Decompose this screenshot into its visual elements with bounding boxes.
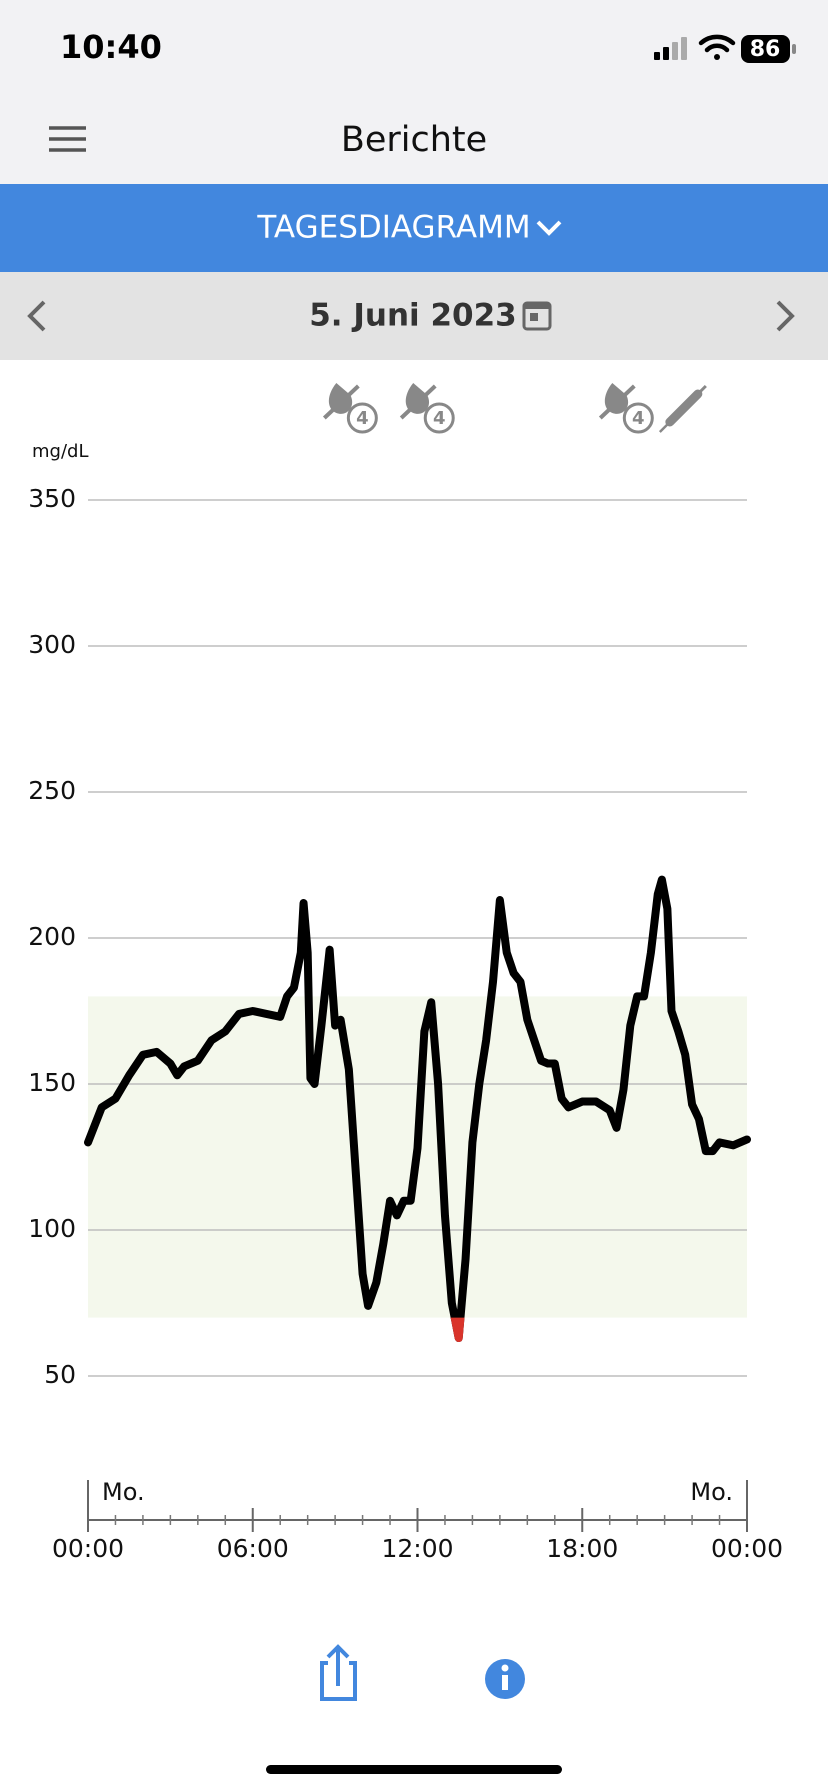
signal-icon [654,37,687,60]
clock: 10:40 [60,28,162,66]
tab-label[interactable]: TAGESDIAGRAMM [256,210,530,246]
syringe-body [665,389,703,427]
tab-selector[interactable] [0,184,828,272]
y-tick-label: 100 [28,1214,76,1243]
event-badge [346,402,378,434]
top-bar [0,0,828,184]
battery-level: 86 [750,37,781,62]
event-pen [399,384,437,420]
y-tick-label: 50 [44,1360,76,1389]
home-indicator [266,1765,562,1774]
glucose-line [84,875,751,1343]
page-title: Berichte [341,120,487,160]
info-button[interactable] [485,1659,525,1699]
x-tick-label: 00:00 [52,1534,124,1563]
event-icon: 4 [322,383,378,434]
event-icon [658,384,707,433]
event-icon: 4 [598,383,654,434]
date-label: 5. Juni 2023 [309,298,517,334]
y-tick-label: 350 [28,484,76,513]
x-tick-label: 06:00 [217,1534,289,1563]
wifi-icon [698,34,736,60]
event-count: 4 [356,408,369,429]
y-tick-label: 300 [28,630,76,659]
date-bar [0,272,828,360]
x-tick-label: 18:00 [546,1534,618,1563]
y-axis-label: mg/dL [32,441,88,462]
event-count: 4 [433,408,446,429]
event-badge [423,402,455,434]
event-badge [622,402,654,434]
y-tick-label: 250 [28,776,76,805]
prev-day[interactable] [27,300,46,332]
syringe-needle [658,421,671,433]
battery [741,35,790,63]
day-label: Mo. [102,1478,145,1506]
event-icon: 4 [399,383,455,434]
syringe-plunger [696,384,707,396]
day-label: Mo. [690,1478,733,1506]
dropdown-arrow[interactable] [536,220,562,236]
y-tick-label: 200 [28,922,76,951]
battery-tip [792,44,796,54]
event-pen [322,384,360,420]
event-pen [598,384,636,420]
share-button[interactable] [320,1644,357,1701]
x-tick-label: 00:00 [711,1534,783,1563]
next-day[interactable] [776,300,795,332]
event-count: 4 [632,408,645,429]
y-tick-label: 150 [28,1068,76,1097]
x-tick-label: 12:00 [381,1534,453,1563]
calendar-button[interactable] [522,301,552,331]
menu-button[interactable] [49,126,86,152]
